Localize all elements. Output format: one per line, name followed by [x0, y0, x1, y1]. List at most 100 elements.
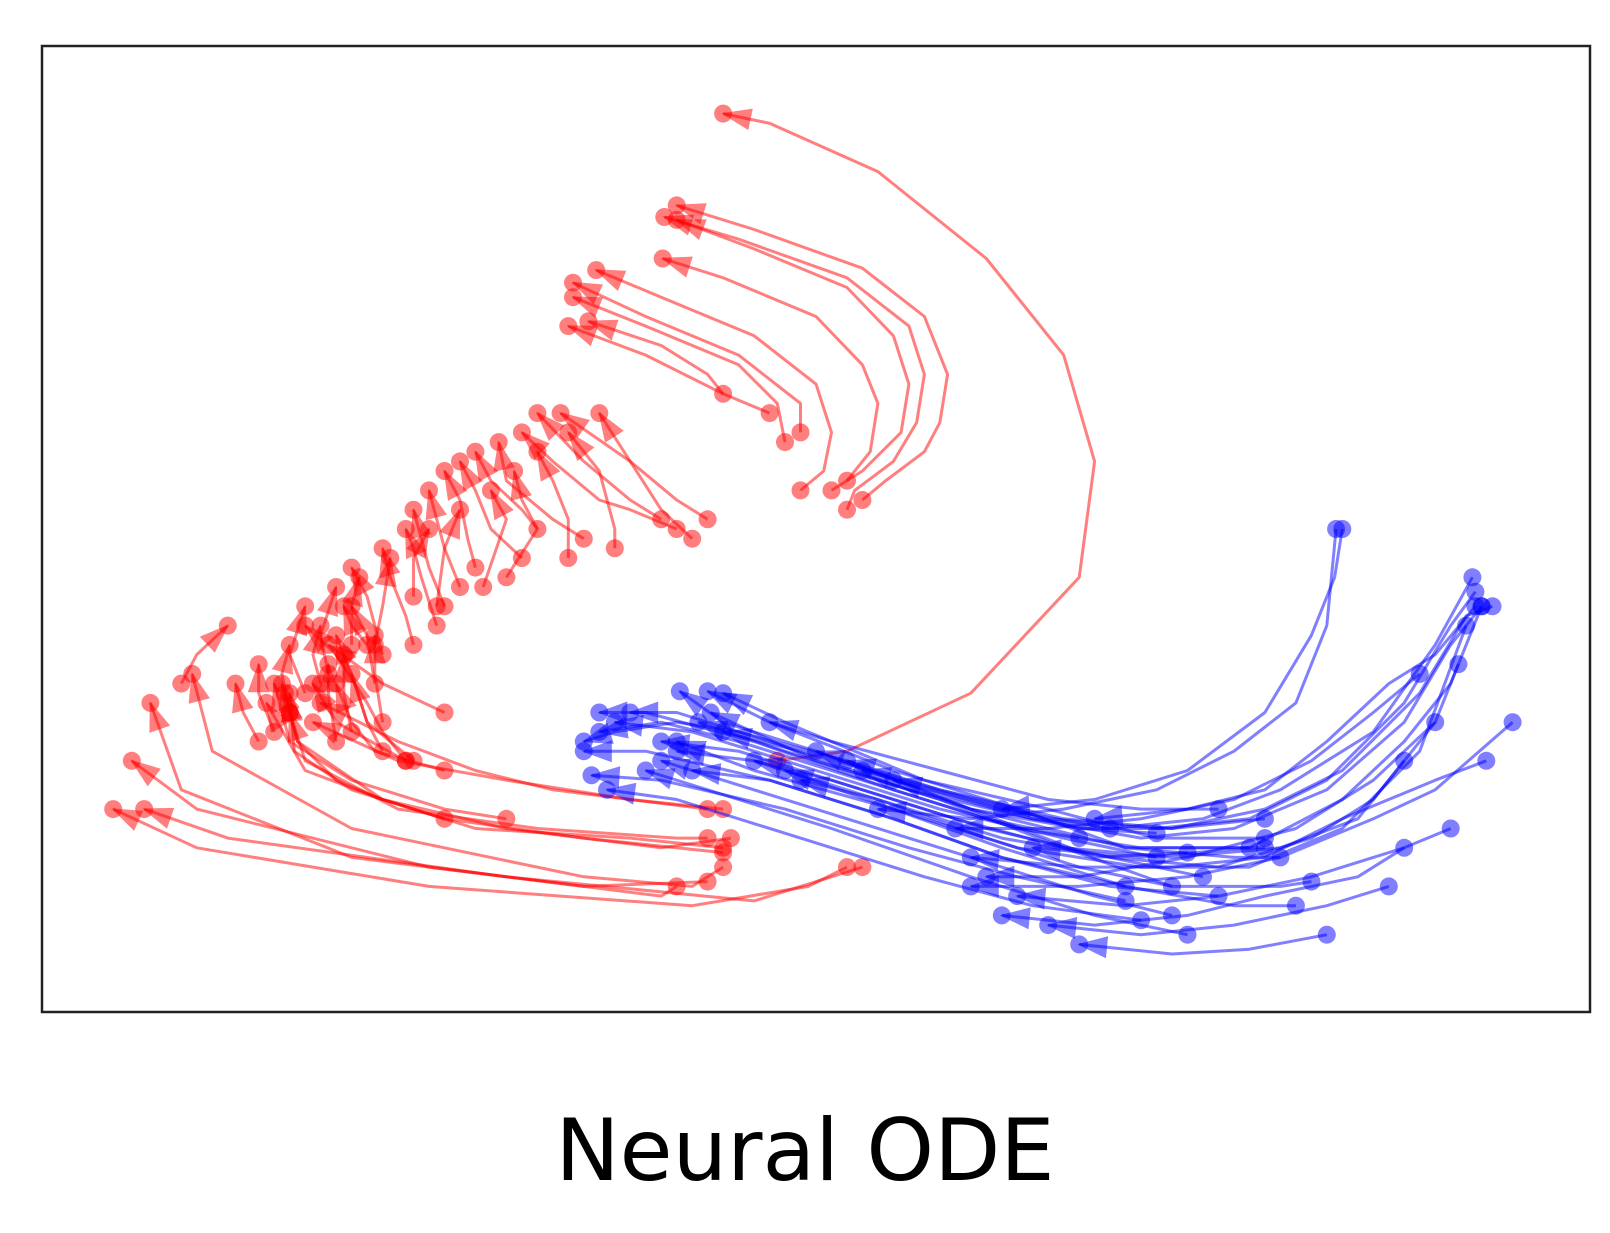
trajectory-point — [853, 858, 872, 877]
trajectory-layer — [104, 104, 1522, 959]
trajectory-arrowhead — [510, 469, 532, 501]
trajectory-point — [760, 404, 779, 423]
trajectory-arrowhead — [581, 740, 612, 763]
trajectory-point — [249, 732, 268, 751]
trajectory-point — [435, 809, 454, 828]
trajectory-line — [1001, 846, 1405, 927]
trajectory-arrowhead — [594, 269, 627, 291]
trajectory-arrowhead — [597, 716, 629, 739]
trajectory-point — [1463, 568, 1482, 587]
trajectory-point — [451, 578, 469, 596]
trajectory-arrowhead — [721, 692, 754, 716]
trajectory-line — [662, 257, 880, 482]
trajectory-arrowhead — [767, 720, 800, 741]
trajectory-point — [1395, 838, 1414, 857]
trajectory-point — [698, 829, 717, 848]
trajectory-line — [265, 702, 445, 821]
trajectory-line — [970, 721, 1514, 888]
trajectory-point — [427, 597, 446, 616]
trajectory-point — [435, 703, 454, 722]
trajectory-line — [148, 702, 708, 888]
trajectory-arrowhead — [111, 808, 144, 831]
trajectory-line — [606, 788, 1142, 922]
trajectory-arrowhead — [814, 750, 847, 771]
trajectory-arrowhead — [984, 865, 1015, 888]
trajectory-point — [714, 384, 733, 403]
trajectory-line — [559, 411, 709, 521]
trajectory-line — [753, 759, 1406, 859]
trajectory-point — [714, 858, 733, 877]
trajectory-arrowhead — [628, 701, 659, 724]
trajectory-line — [599, 720, 1080, 840]
trajectory-arrowhead — [232, 681, 254, 714]
plot-frame — [40, 44, 1592, 1014]
trajectory-arrowhead — [130, 759, 161, 787]
trajectory-point — [698, 872, 717, 891]
trajectory-point — [311, 674, 330, 693]
trajectory-arrowhead — [660, 256, 693, 278]
trajectory-arrowhead — [674, 743, 706, 766]
trajectory-point — [605, 539, 624, 558]
trajectory-arrowhead — [1030, 839, 1062, 862]
trajectory-line — [955, 672, 1421, 830]
trajectory-arrowhead — [891, 776, 924, 798]
trajectory-line — [587, 319, 725, 395]
trajectory-line — [692, 769, 1219, 898]
trajectory-arrowhead — [875, 801, 907, 823]
trajectory-point — [1194, 867, 1212, 886]
trajectory-point — [497, 809, 516, 828]
figure-caption: Neural ODE — [555, 1101, 1055, 1201]
trajectory-point — [1441, 819, 1460, 838]
trajectory-arrowhead — [598, 411, 624, 443]
trajectory-line — [591, 773, 1126, 903]
trajectory-line — [676, 203, 950, 502]
trajectory-arrowhead — [474, 450, 499, 482]
trajectory-arrowhead — [343, 604, 365, 637]
trajectory-line — [595, 268, 833, 492]
trajectory-arrowhead — [406, 527, 430, 559]
trajectory-arrowhead — [558, 411, 590, 439]
trajectory-arrowhead — [1077, 936, 1109, 959]
trajectory-point — [838, 500, 856, 519]
trajectory-arrowhead — [142, 807, 175, 829]
trajectory-point — [373, 713, 392, 732]
trajectory-arrowhead — [459, 459, 483, 492]
trajectory-line — [676, 740, 1296, 908]
trajectory-point — [667, 520, 686, 538]
trajectory-point — [791, 423, 810, 442]
trajectory-point — [1070, 829, 1089, 848]
trajectory-point — [683, 529, 702, 548]
series-1 — [574, 520, 1522, 959]
trajectory-point — [427, 616, 446, 635]
trajectory-arrowhead — [752, 756, 784, 779]
trajectory-point — [721, 829, 740, 848]
trajectory-line — [1032, 605, 1483, 859]
trajectory-point — [714, 843, 733, 862]
trajectory-point — [574, 529, 593, 548]
trajectory-line — [572, 295, 787, 443]
trajectory-point — [559, 549, 578, 567]
trajectory-arrowhead — [674, 219, 707, 240]
trajectory-line — [663, 215, 926, 511]
trajectory-point — [497, 568, 516, 587]
trajectory-arrowhead — [317, 585, 338, 617]
trajectory-line — [676, 218, 911, 492]
trajectory-arrowhead — [1015, 887, 1047, 910]
trajectory-point — [358, 635, 377, 654]
trajectory-point — [373, 742, 392, 761]
trajectory-line — [1048, 884, 1390, 937]
trajectory-line — [143, 807, 863, 903]
trajectory-point — [1477, 751, 1496, 770]
trajectory-point — [474, 578, 493, 596]
trajectory-arrowhead — [443, 469, 468, 501]
trajectory-arrowhead — [375, 556, 397, 588]
trajectory-point — [791, 481, 810, 500]
trajectory-arrowhead — [349, 672, 371, 704]
trajectory-arrowhead — [425, 488, 447, 521]
trajectory-arrowhead — [149, 701, 171, 733]
trajectory-point — [466, 558, 485, 577]
trajectory-arrowhead — [199, 624, 230, 653]
trajectory-point — [822, 481, 841, 500]
